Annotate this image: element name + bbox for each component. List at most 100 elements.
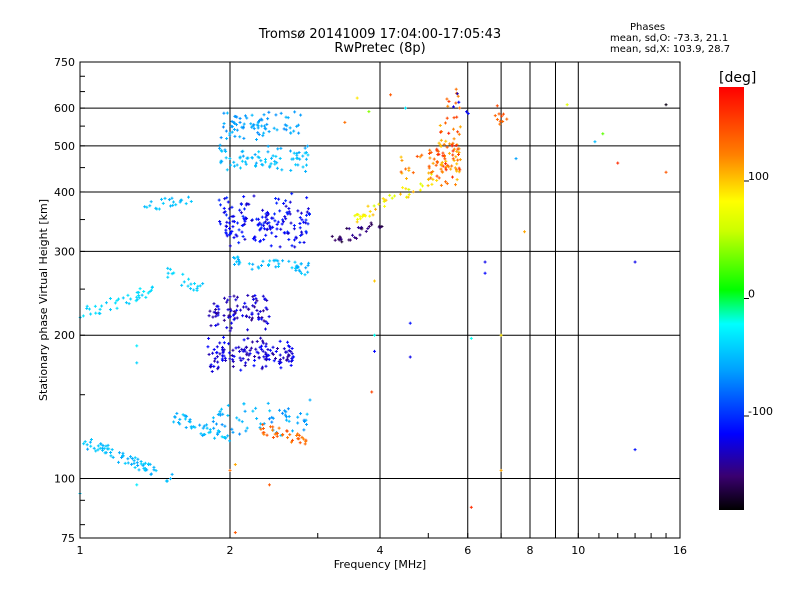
data-point: [288, 126, 292, 130]
data-point: [443, 121, 447, 125]
data-point: [166, 275, 170, 279]
data-point: [132, 459, 136, 463]
data-point: [201, 434, 205, 438]
data-point: [286, 212, 290, 216]
data-point: [451, 141, 455, 145]
data-point: [259, 239, 263, 243]
data-point: [287, 415, 291, 419]
data-point: [285, 124, 289, 128]
data-point: [289, 350, 293, 354]
data-point: [283, 123, 287, 127]
data-point: [245, 202, 249, 206]
data-point: [100, 304, 104, 308]
data-point: [265, 214, 269, 218]
data-point: [271, 345, 275, 349]
data-point: [419, 182, 423, 186]
data-point: [444, 180, 448, 184]
phases-x-mode-stats: mean, sd,X: 103.9, 28.7: [610, 44, 731, 55]
data-point: [216, 429, 220, 433]
data-point: [92, 446, 96, 450]
data-point: [366, 227, 370, 231]
data-point: [256, 312, 260, 316]
data-point: [242, 207, 246, 211]
data-point: [238, 432, 242, 436]
data-point: [226, 298, 230, 302]
data-point: [383, 204, 387, 208]
data-point: [267, 483, 271, 487]
data-point: [222, 314, 226, 318]
data-point: [135, 295, 139, 299]
data-point: [145, 468, 149, 472]
data-point: [287, 419, 291, 423]
data-point: [411, 171, 415, 175]
data-point: [243, 364, 247, 368]
data-point: [127, 302, 131, 306]
data-point: [270, 415, 274, 419]
data-point: [261, 134, 265, 138]
data-point: [261, 349, 265, 353]
data-point: [241, 314, 245, 318]
data-point: [404, 167, 408, 171]
data-point: [126, 457, 130, 461]
data-point: [290, 266, 294, 270]
data-point: [152, 465, 156, 469]
data-point: [237, 345, 241, 349]
data-point: [213, 359, 217, 363]
data-point: [259, 422, 263, 426]
data-point: [233, 134, 237, 138]
data-point: [238, 208, 242, 212]
data-point: [278, 245, 282, 249]
data-point: [290, 352, 294, 356]
data-point: [240, 159, 244, 163]
data-point: [219, 148, 223, 152]
data-point: [296, 432, 300, 436]
data-point: [252, 127, 256, 131]
data-point: [144, 295, 148, 299]
data-point: [168, 267, 172, 271]
data-point: [404, 187, 408, 191]
data-point: [448, 142, 452, 146]
data-point: [216, 365, 220, 369]
data-point: [254, 347, 258, 351]
data-point: [274, 196, 278, 200]
data-point: [304, 163, 308, 167]
data-point: [163, 196, 167, 200]
x-tick-label: 1: [77, 544, 84, 557]
data-point: [291, 438, 295, 442]
data-point: [237, 259, 241, 263]
data-point: [364, 214, 368, 218]
data-point: [367, 110, 371, 114]
data-point: [137, 293, 141, 297]
data-point: [107, 447, 111, 451]
data-point: [215, 351, 219, 355]
data-point: [221, 351, 225, 355]
data-point: [225, 137, 229, 141]
data-point: [206, 345, 210, 349]
data-point: [222, 206, 226, 210]
data-point: [505, 117, 509, 121]
data-point: [273, 159, 277, 163]
data-point: [246, 358, 250, 362]
data-point: [218, 146, 222, 150]
data-point: [207, 352, 211, 356]
data-point: [228, 439, 232, 443]
data-point: [295, 124, 299, 128]
data-point: [287, 238, 291, 242]
data-point: [238, 166, 242, 170]
data-point: [262, 131, 266, 135]
data-point: [360, 215, 364, 219]
data-point: [246, 328, 250, 332]
data-point: [256, 222, 260, 226]
data-point: [293, 260, 297, 264]
data-point: [270, 156, 274, 160]
data-point: [247, 353, 251, 357]
data-point: [215, 355, 219, 359]
data-point: [94, 449, 98, 453]
data-point: [274, 349, 278, 353]
data-point: [292, 129, 296, 133]
data-point: [353, 214, 357, 218]
data-point: [269, 162, 273, 166]
data-point: [442, 142, 446, 146]
data-point: [292, 355, 296, 359]
data-point: [235, 308, 239, 312]
